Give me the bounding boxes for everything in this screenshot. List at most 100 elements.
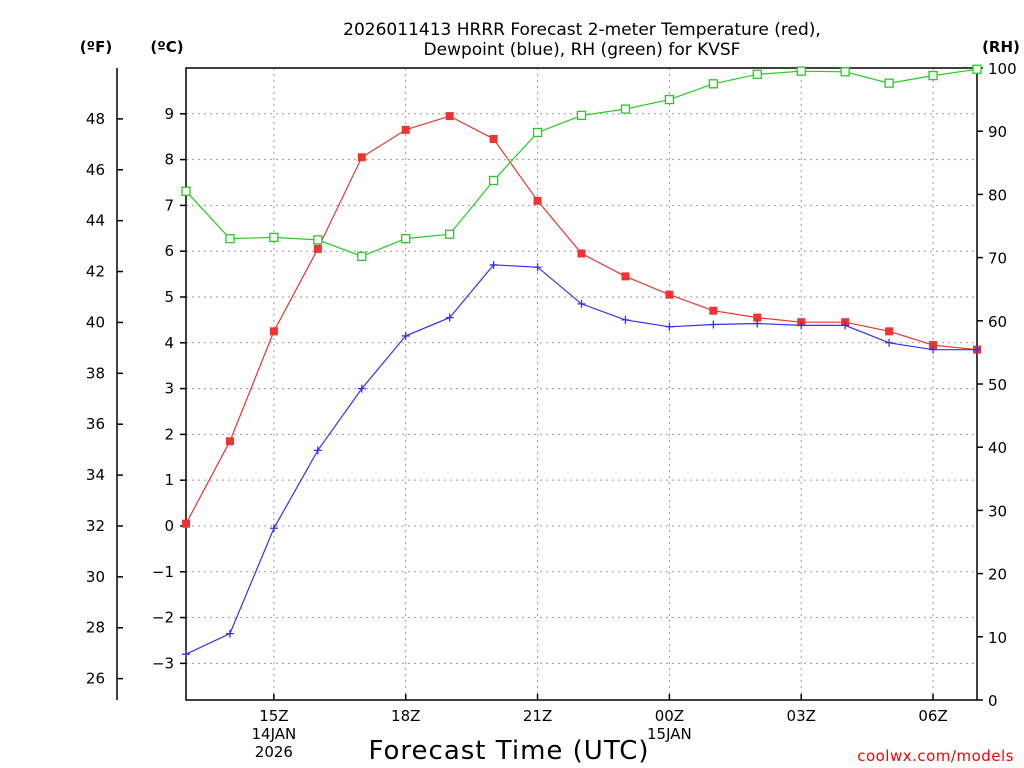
rh-point [664,94,675,105]
dewpoint-marker-cross [313,446,322,455]
fahrenheit-tick-label: 44 [86,212,105,230]
credit-text: coolwx.com/models [857,747,1014,765]
chart-title-line-1: 2026011413 HRRR Forecast 2-meter Tempera… [343,20,821,40]
x-tick-label: 21Z [523,707,552,725]
celsius-tick-label: 0 [164,517,174,535]
celsius-tick-label: 4 [164,334,174,352]
rh-point [532,127,543,138]
dewpoint-point [665,322,674,331]
x-tick-label: 06Z [918,707,947,725]
x-axis-title: Forecast Time (UTC) [368,736,649,766]
series-line-rh [185,68,978,257]
dewpoint-marker-cross [841,321,850,330]
dewpoint-point [182,650,190,659]
x-tick-label: 15JAN [647,725,692,743]
celsius-tick-label: −3 [152,654,174,672]
dewpoint-point [929,345,938,354]
dewpoint-marker-cross [182,650,190,659]
dewpoint-point [797,321,806,330]
dewpoint-marker-cross [225,629,234,638]
dewpoint-point [445,313,454,322]
dewpoint-point [313,446,322,455]
temperature-point [225,437,234,446]
dewpoint-point [973,345,981,354]
rh-tick-label: 0 [988,692,998,710]
rh-tick-label: 70 [988,250,1007,268]
rh-point [840,67,850,77]
rh-point [884,78,894,88]
rh-point [445,229,455,239]
temperature-point [182,519,190,528]
dewpoint-marker-cross [665,322,674,331]
rh-point [357,251,367,261]
rh-point [796,66,806,76]
rh-tick-label: 90 [988,123,1007,141]
x-tick-label: 18Z [391,707,420,725]
temperature-point [313,244,322,253]
fahrenheit-tick-label: 46 [86,161,105,179]
rh-point [269,232,279,243]
dewpoint-marker-cross [753,319,762,328]
dewpoint-marker-cross [401,331,410,340]
rh-point [313,235,323,245]
temperature-point [665,290,674,299]
text-layer: −3−2−10123456789262830323436384042444648… [80,20,1020,766]
dewpoint-point [533,263,542,272]
dewpoint-point [577,299,586,308]
temperature-point [885,327,894,336]
dewpoint-point [621,315,630,324]
axes-layer [116,67,983,701]
plot-frame [185,67,978,701]
dewpoint-point [357,384,366,393]
rh-point [972,64,982,74]
celsius-tick-label: 2 [164,425,174,443]
temperature-point [401,125,410,134]
rh-point [576,110,587,121]
fahrenheit-tick-label: 36 [86,415,105,433]
dewpoint-marker-cross [621,315,630,324]
dewpoint-point [269,524,278,533]
celsius-unit-label: (ºC) [150,38,183,56]
x-tick-label: 15Z [259,707,288,725]
celsius-tick-label: 1 [164,471,174,489]
rh-tick-label: 80 [988,186,1007,204]
celsius-tick-label: 6 [164,242,174,260]
rh-point [708,79,718,89]
x-tick-label: 14JAN [252,725,297,743]
series-line-temperature [185,115,978,524]
temperature-point [357,153,366,162]
dewpoint-point [489,260,498,269]
x-tick-label: 00Z [655,707,684,725]
rh-point [225,233,235,244]
temperature-point [489,134,498,143]
celsius-tick-label: 8 [164,151,174,169]
celsius-tick-label: 3 [164,380,174,398]
temperature-point [445,112,454,121]
rh-tick-label: 50 [988,376,1007,394]
dewpoint-marker-cross [489,260,498,269]
dewpoint-point [885,338,894,347]
temperature-point [929,341,938,350]
fahrenheit-tick-label: 34 [86,466,105,484]
dewpoint-point [709,320,718,329]
celsius-tick-label: −1 [152,563,174,581]
temperature-point [533,196,542,205]
fahrenheit-tick-label: 38 [86,364,105,382]
dewpoint-point [225,629,234,638]
celsius-tick-label: 7 [164,196,174,214]
x-tick-label: 03Z [787,707,816,725]
dewpoint-marker-cross [973,345,981,354]
rh-unit-label: (RH) [982,38,1020,56]
rh-tick-label: 30 [988,502,1007,520]
dewpoint-marker-cross [445,313,454,322]
rh-tick-label: 20 [988,566,1007,584]
dewpoint-marker-cross [929,345,938,354]
dewpoint-marker-cross [709,320,718,329]
rh-tick-label: 10 [988,629,1007,647]
celsius-tick-label: 9 [164,105,174,123]
chart-title-line-2: Dewpoint (blue), RH (green) for KVSF [424,40,741,60]
rh-point [181,186,191,196]
rh-tick-label: 40 [988,439,1007,457]
fahrenheit-tick-label: 48 [86,110,105,128]
rh-tick-label: 60 [988,313,1007,331]
